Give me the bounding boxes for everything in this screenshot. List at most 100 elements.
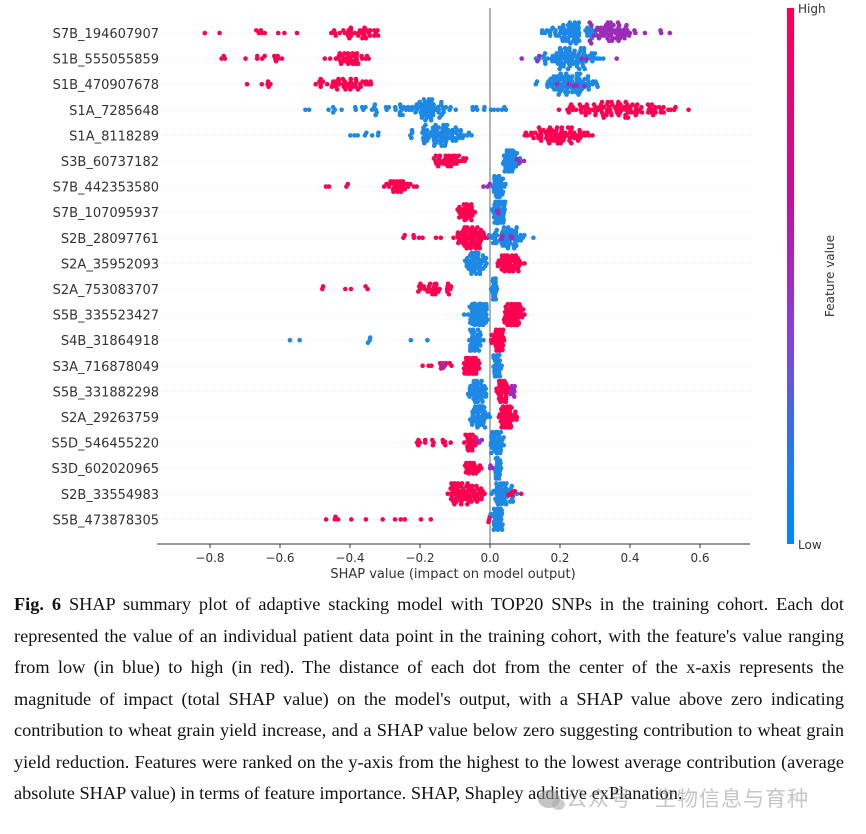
shap-dot bbox=[666, 107, 671, 113]
shap-dot bbox=[367, 33, 373, 38]
shap-dot bbox=[480, 314, 485, 320]
shap-dot bbox=[514, 303, 519, 309]
shap-dot bbox=[565, 47, 571, 53]
shap-dot bbox=[570, 74, 575, 79]
shap-dot bbox=[398, 517, 404, 522]
shap-dot bbox=[448, 104, 453, 110]
shap-dot bbox=[471, 494, 477, 499]
shap-dot bbox=[353, 76, 359, 82]
shap-dot bbox=[345, 51, 351, 56]
shap-dot bbox=[356, 33, 361, 38]
shap-dot bbox=[456, 240, 461, 246]
shap-dot bbox=[502, 407, 508, 412]
shap-dot bbox=[272, 53, 277, 59]
shap-dot bbox=[348, 286, 354, 292]
shap-dot bbox=[416, 289, 421, 294]
shap-dot bbox=[433, 122, 438, 128]
colorbar bbox=[787, 8, 794, 544]
shap-dot bbox=[501, 225, 507, 230]
shap-dot bbox=[507, 424, 513, 430]
shap-dot bbox=[495, 217, 501, 223]
shap-dot bbox=[462, 258, 468, 264]
shap-dot bbox=[563, 71, 569, 77]
shap-dot bbox=[375, 33, 381, 38]
shap-dot bbox=[509, 227, 514, 233]
shap-dot bbox=[473, 245, 479, 251]
shap-dot bbox=[492, 292, 497, 297]
shap-dot bbox=[495, 336, 501, 342]
shap-dot bbox=[266, 84, 271, 90]
shap-dot bbox=[464, 483, 469, 489]
shap-dot bbox=[609, 112, 614, 118]
shap-dot bbox=[409, 135, 414, 141]
shap-dot bbox=[424, 138, 430, 143]
shap-dot bbox=[363, 284, 368, 289]
shap-dot bbox=[561, 64, 566, 69]
shap-dot bbox=[495, 107, 501, 113]
shap-dot bbox=[326, 184, 332, 189]
feature-label: S2A_29263759 bbox=[61, 411, 159, 426]
shap-dot bbox=[466, 130, 472, 136]
shap-dot bbox=[480, 415, 486, 421]
shap-dot bbox=[425, 289, 431, 294]
shap-dot bbox=[244, 81, 250, 87]
shap-dot bbox=[592, 51, 598, 56]
shap-dot bbox=[355, 133, 361, 138]
shap-dot bbox=[457, 215, 462, 220]
shap-dot bbox=[493, 440, 499, 445]
shap-dot bbox=[545, 84, 550, 90]
shap-dot bbox=[509, 253, 515, 258]
shap-dot bbox=[443, 138, 449, 143]
shap-dot bbox=[503, 487, 509, 493]
shap-dot bbox=[392, 517, 398, 522]
shap-dot bbox=[489, 207, 495, 212]
shap-dot bbox=[551, 74, 556, 79]
shap-dot bbox=[574, 83, 580, 88]
feature-label: S4B_31864918 bbox=[61, 334, 159, 349]
shap-dot bbox=[557, 25, 563, 31]
shap-dot bbox=[615, 102, 621, 107]
shap-dot bbox=[490, 429, 495, 435]
shap-dot bbox=[499, 510, 504, 515]
shap-dot bbox=[473, 371, 479, 376]
shap-dot bbox=[588, 41, 594, 46]
shap-dot bbox=[499, 341, 505, 347]
x-ticks: −0.8 −0.6 −0.4 −0.2 0.0 0.2 0.4 0.6 bbox=[195, 544, 710, 565]
shap-dot bbox=[461, 227, 466, 233]
shap-dot bbox=[566, 58, 572, 63]
shap-dot bbox=[472, 233, 477, 239]
shap-dot bbox=[428, 117, 434, 123]
shap-dot bbox=[376, 130, 381, 136]
shap-dot bbox=[582, 83, 587, 89]
shap-dot bbox=[461, 366, 467, 371]
shap-dot bbox=[493, 287, 498, 293]
shap-dot bbox=[333, 33, 339, 38]
shap-dot bbox=[477, 234, 483, 240]
shap-dot bbox=[492, 522, 498, 528]
shap-dot bbox=[463, 217, 469, 222]
shap-dot bbox=[320, 79, 326, 84]
shap-dot bbox=[555, 74, 560, 79]
shap-dot bbox=[474, 321, 479, 327]
shap-dot bbox=[368, 81, 374, 87]
shap-dot bbox=[467, 304, 473, 310]
shap-dot bbox=[501, 337, 507, 343]
shap-dot bbox=[493, 199, 498, 205]
shap-dot bbox=[427, 110, 433, 115]
shap-dot bbox=[479, 319, 484, 324]
shap-dot bbox=[489, 332, 495, 338]
shap-dot bbox=[437, 153, 443, 159]
shap-dot bbox=[436, 130, 441, 136]
shap-dot bbox=[498, 419, 504, 424]
shap-dot bbox=[457, 204, 462, 210]
shap-dot bbox=[430, 437, 435, 443]
shap-dot bbox=[520, 307, 526, 312]
shap-dot bbox=[586, 87, 591, 92]
shap-dot bbox=[364, 53, 370, 59]
shap-dot bbox=[461, 156, 466, 161]
shap-dot bbox=[491, 189, 497, 195]
shap-dot bbox=[480, 399, 485, 405]
shap-dot bbox=[482, 491, 488, 497]
shap-dot bbox=[474, 378, 480, 384]
x-tick-label: −0.2 bbox=[405, 551, 434, 565]
